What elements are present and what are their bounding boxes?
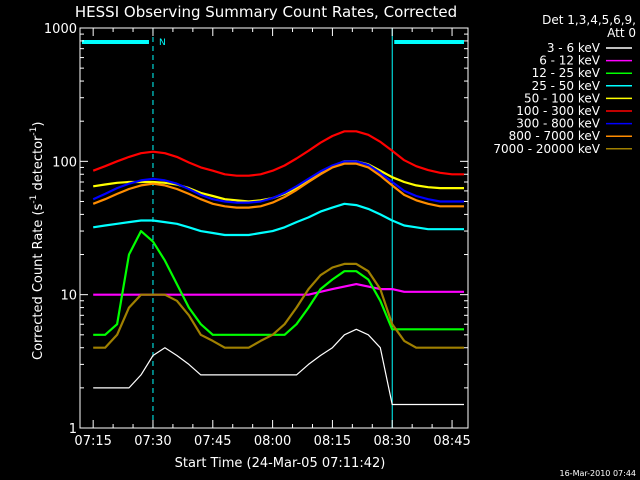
legend-label: 12 - 25 keV [532, 66, 601, 80]
legend-title-line-2: Att 0 [607, 26, 636, 40]
x-tick-label: 08:45 [433, 434, 470, 449]
night-marker: N [159, 38, 166, 48]
chart-title: HESSI Observing Summary Count Rates, Cor… [75, 3, 457, 21]
series-line-800-7000-kev [92, 162, 464, 209]
y-axis-label: Corrected Count Rate (s-1 detector-1) [29, 122, 46, 360]
footer-date: 16-Mar-2010 07:44 [560, 469, 637, 478]
legend-label: 800 - 7000 keV [509, 129, 601, 143]
series-line-100-300-kev [92, 130, 464, 177]
legend-label: 100 - 300 keV [516, 104, 600, 118]
y-axis-label-sup-2: -1 [29, 127, 39, 136]
series-line-7000-20000-kev [93, 262, 464, 349]
series-line-25-50-kev [93, 202, 464, 237]
legend-label: 3 - 6 keV [547, 41, 601, 55]
x-tick-label: 07:30 [134, 434, 171, 449]
y-axis-label-end: ) [31, 122, 46, 127]
night-bars: N [79, 28, 469, 428]
x-tick-labels: 07:15 07:30 07:45 08:00 08:15 08:30 08:45 [74, 434, 470, 449]
y-tick-label: 1 [69, 422, 77, 437]
legend-label: 50 - 100 keV [524, 91, 601, 105]
y-tick-labels: 1 10 100 1000 [44, 22, 77, 437]
y-axis-label-main: Corrected Count Rate (s [31, 203, 46, 360]
y-tick-label: 1000 [44, 22, 77, 37]
y-axis-label-sup-1: -1 [29, 195, 39, 204]
x-tick-label: 08:15 [314, 434, 351, 449]
y-axis-label-mid: detector [31, 135, 46, 195]
series-group [92, 130, 464, 406]
legend-label: 6 - 12 keV [539, 54, 601, 68]
legend-label: 7000 - 20000 keV [493, 142, 600, 156]
legend-title-line-1: Det 1,3,4,5,6,9, [542, 13, 636, 27]
y-tick-label: 100 [52, 155, 77, 170]
legend-label: 25 - 50 keV [532, 79, 601, 93]
y-tick-label: 10 [60, 289, 77, 304]
x-tick-label: 07:15 [74, 434, 111, 449]
legend-label: 300 - 800 keV [516, 117, 600, 131]
series-line-6-12-kev [93, 283, 464, 296]
x-axis-label: Start Time (24-Mar-05 07:11:42) [175, 456, 386, 471]
series-line-3-6-kev [93, 328, 464, 406]
plot-frame [79, 27, 469, 429]
x-tick-label: 07:45 [194, 434, 231, 449]
x-tick-label: 08:30 [373, 434, 410, 449]
series-line-300-800-kev [92, 160, 464, 204]
x-tick-label: 08:00 [254, 434, 291, 449]
axes [79, 27, 469, 429]
series-line-12-25-kev [93, 230, 464, 336]
